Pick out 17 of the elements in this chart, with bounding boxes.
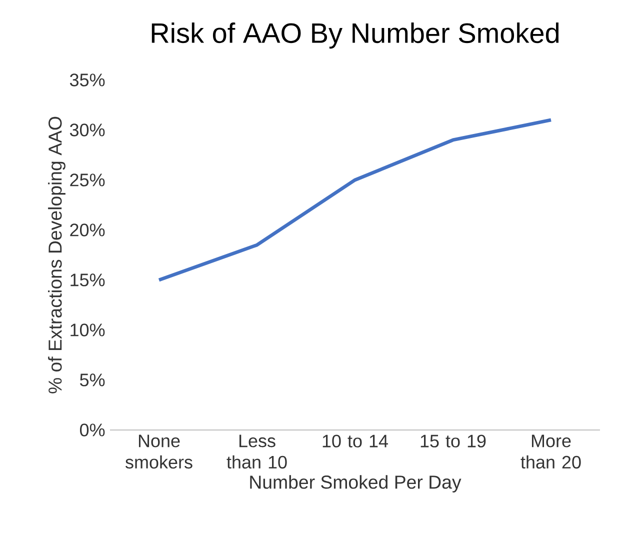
y-tick-label: 30%	[70, 124, 105, 136]
y-tick-label: 35%	[70, 74, 105, 86]
y-tick-label: 15%	[70, 274, 105, 286]
x-tick-label: Less than 10	[226, 434, 287, 469]
chart-title: Risk of AAO By Number Smoked	[152, 22, 559, 49]
x-tick-label: None smokers	[126, 434, 192, 469]
x-axis-title: Number Smoked Per Day	[250, 475, 462, 492]
x-tick-label: More than 20	[520, 434, 581, 469]
y-tick-label: 25%	[70, 174, 105, 186]
y-tick-label: 0%	[80, 424, 105, 436]
line-series	[157, 118, 553, 282]
x-tick-label: 15 to 19	[420, 434, 486, 448]
x-tick-label: 10 to 14	[322, 434, 388, 448]
y-tick-label: 10%	[70, 324, 105, 336]
y-tick-label: 5%	[80, 374, 105, 386]
y-axis-title: % of Extractions Developing AAO	[48, 116, 66, 394]
y-tick-label: 20%	[70, 224, 105, 236]
